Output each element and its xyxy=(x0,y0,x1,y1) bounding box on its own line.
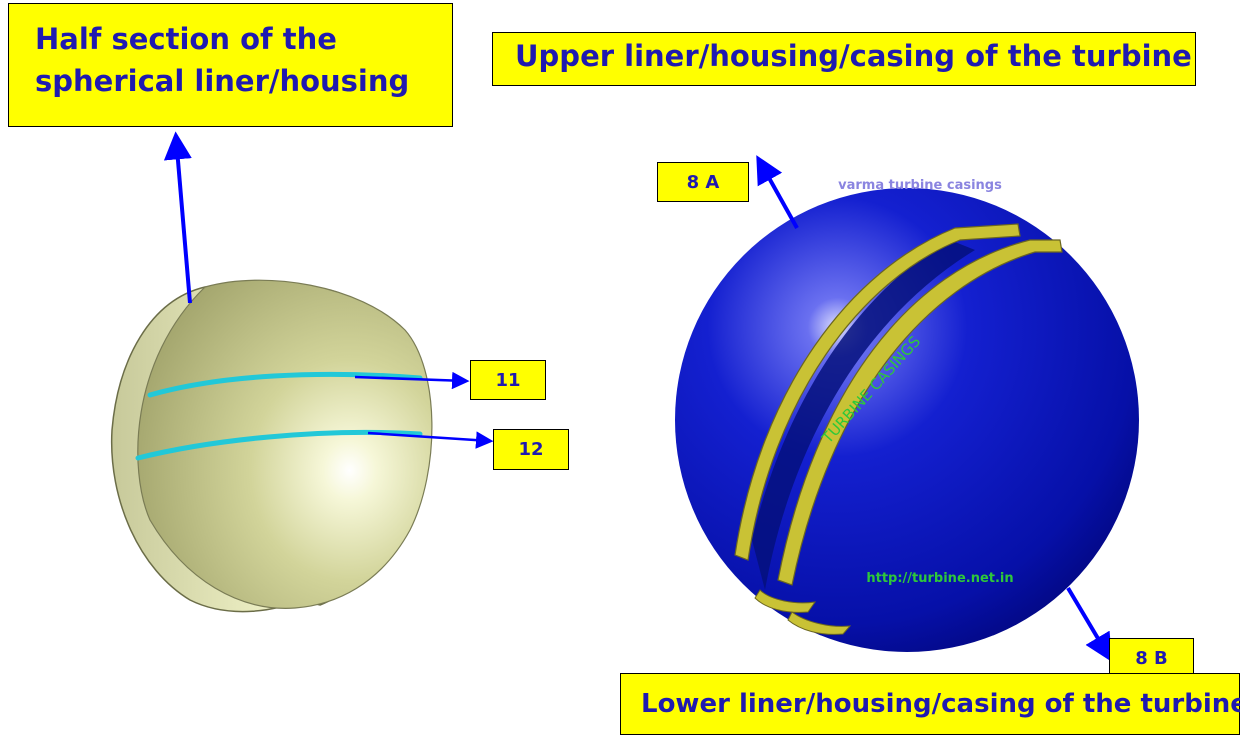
arrow-half-section xyxy=(163,131,192,304)
half-section-hemisphere xyxy=(110,279,433,613)
arrow-8a xyxy=(756,155,799,229)
arrow-12 xyxy=(367,431,494,449)
part-8b-label: 8 B xyxy=(1109,638,1194,678)
arrow-8b xyxy=(1066,586,1112,662)
half-section-label-line-2: spherical liner/housing xyxy=(35,64,410,98)
callout-arrows xyxy=(163,131,1112,662)
spherical-casing: varma turbine casings TURBINE CASINGS ht… xyxy=(675,178,1139,652)
upper-casing-label: Upper liner/housing/casing of the turbin… xyxy=(492,32,1196,86)
lower-casing-label: Lower liner/housing/casing of the turbin… xyxy=(620,673,1240,735)
model-url-text: http://turbine.net.in xyxy=(866,571,1013,586)
groove-11 xyxy=(147,371,423,398)
flange-ring-lower xyxy=(777,239,1063,586)
half-section-label-line-1: Half section of the xyxy=(35,22,337,56)
model-header-text: varma turbine casings xyxy=(838,178,1002,193)
casing-gap xyxy=(752,240,975,590)
flange-ring-upper xyxy=(734,223,1021,561)
part-12-label: 12 xyxy=(493,429,569,470)
flange-bottom-tab-2 xyxy=(787,611,852,635)
part-11-label: 11 xyxy=(470,360,546,400)
part-8a-label: 8 A xyxy=(657,162,749,202)
arrow-11 xyxy=(354,371,470,390)
half-section-label: Half section of the spherical liner/hous… xyxy=(8,3,453,127)
hemisphere-inner-surface xyxy=(137,279,433,609)
groove-12 xyxy=(135,429,423,461)
flange-bottom-tab-1 xyxy=(754,589,817,613)
